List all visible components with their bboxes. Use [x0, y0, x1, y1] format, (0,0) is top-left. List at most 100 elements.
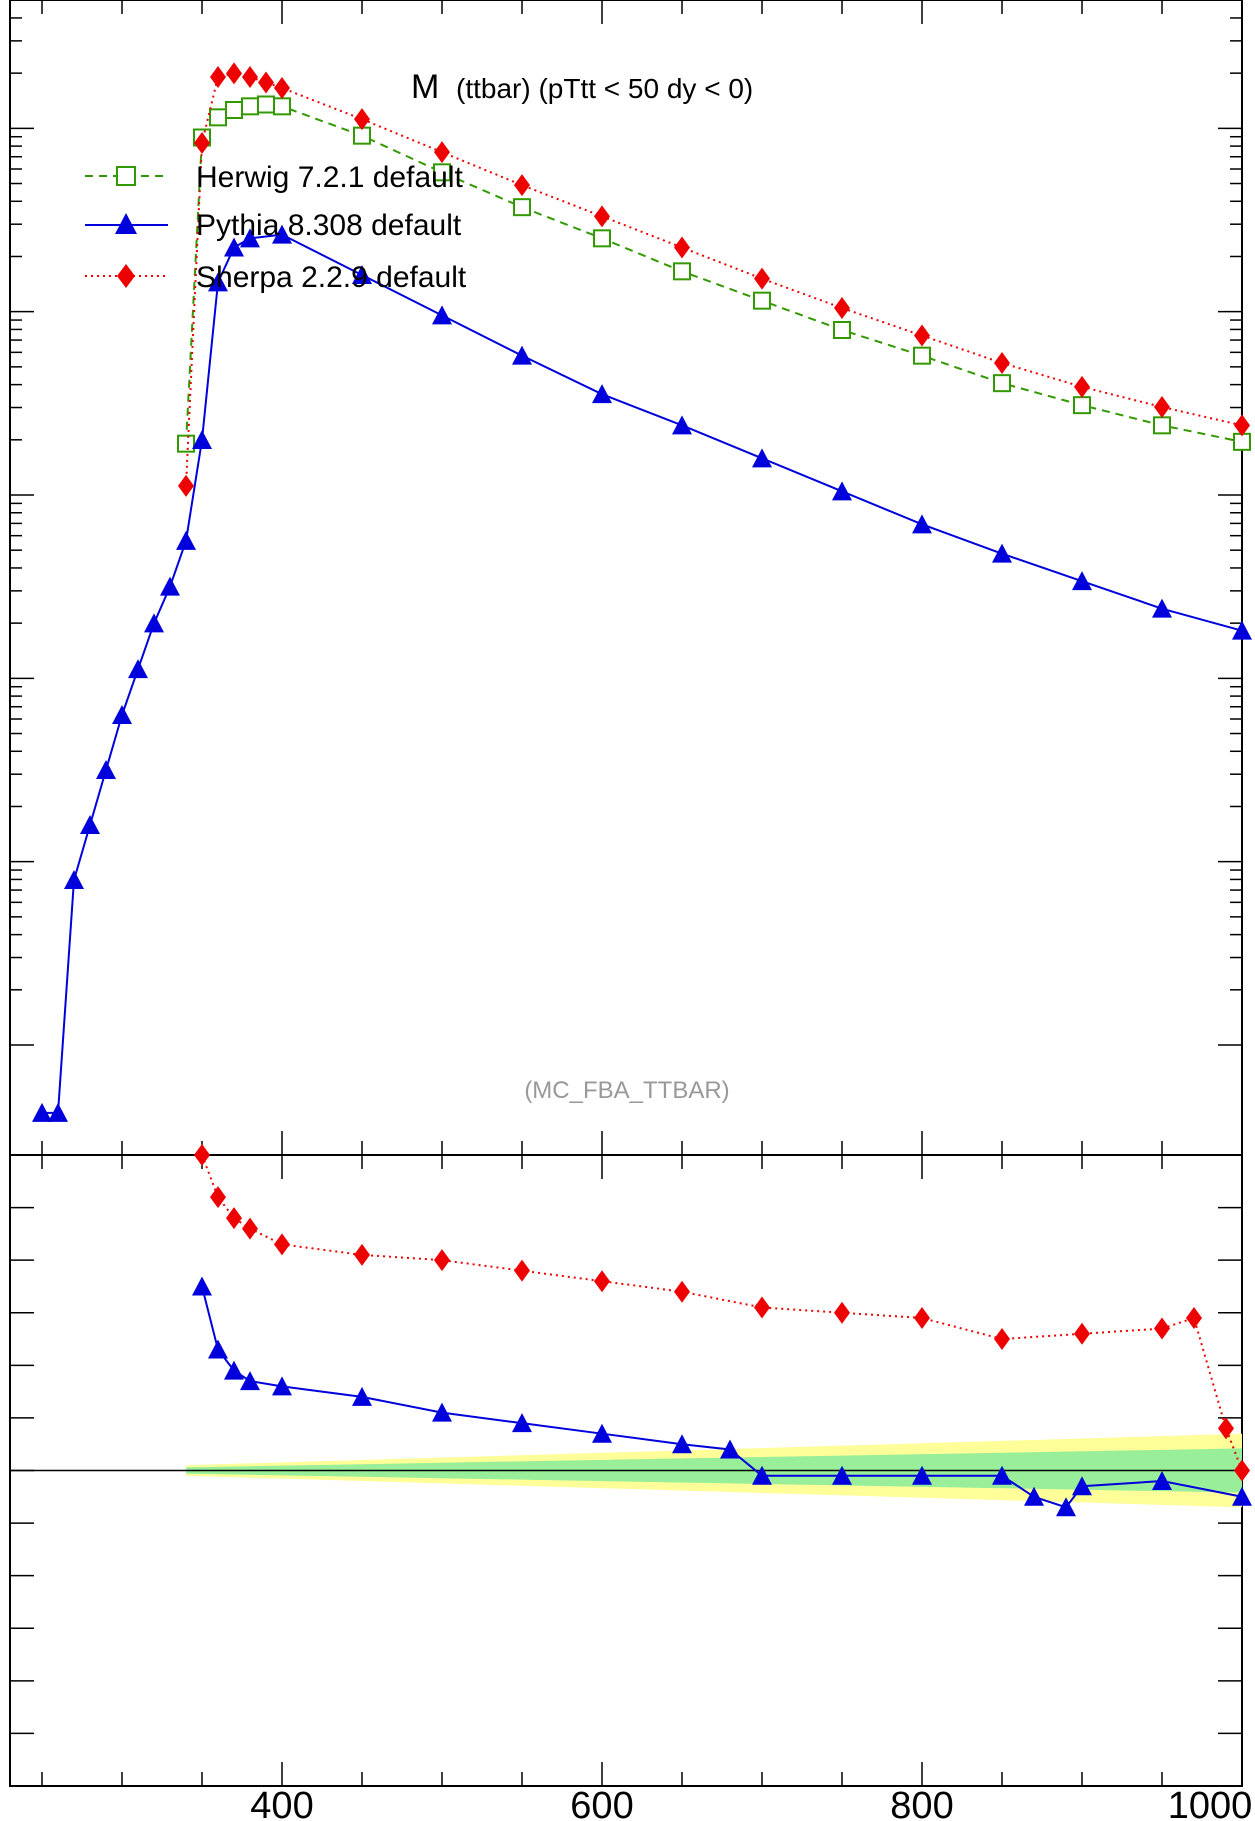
data-point: [177, 434, 195, 453]
ratio-point: [1152, 1471, 1172, 1491]
data-point: [209, 108, 227, 127]
data-point: [112, 705, 132, 724]
ratio-point: [912, 1465, 932, 1485]
data-point: [512, 345, 532, 365]
data-point: [1153, 416, 1171, 435]
ratio-axis-ticks: [10, 1154, 1243, 1787]
x-tick-label: 400: [250, 1785, 313, 1821]
main-frame: [9, 0, 1243, 1156]
data-point: [226, 62, 242, 85]
data-point: [210, 66, 226, 88]
ratio-point: [992, 1465, 1012, 1485]
legend-marker-sherpa: [117, 264, 135, 288]
x-tick-label: 600: [570, 1785, 633, 1821]
ratio-point: [224, 1360, 244, 1380]
data-point: [176, 530, 196, 550]
legend-label-sherpa: Sherpa 2.2.9 default: [196, 261, 467, 294]
ratio-point: [352, 1386, 372, 1406]
ratio-point: [210, 1186, 226, 1209]
ratio-series-layer: [192, 1144, 1252, 1517]
data-point: [257, 95, 275, 114]
data-point: [1152, 598, 1172, 618]
data-point: [433, 163, 451, 182]
data-point: [1154, 396, 1170, 418]
data-point: [258, 71, 274, 94]
legend-label-pythia: Pythia 8.308 default: [196, 209, 462, 242]
series-line-pythia: [42, 233, 1243, 1114]
ratio-point: [672, 1434, 692, 1454]
data-point: [513, 198, 531, 217]
data-point: [1232, 620, 1252, 640]
data-point: [128, 659, 148, 679]
ratio-point: [512, 1413, 532, 1433]
data-point: [160, 576, 180, 596]
data-point: [64, 870, 84, 889]
ratio-point: [754, 1296, 770, 1319]
ratio-point: [208, 1339, 228, 1359]
data-point: [208, 272, 228, 292]
chart-title: M: [411, 68, 439, 106]
ratio-point: [594, 1270, 610, 1293]
ratio-point: [834, 1301, 850, 1324]
ratio-point: [1186, 1307, 1202, 1330]
ratio-point: [1074, 1322, 1090, 1345]
ratio-point: [1154, 1317, 1170, 1340]
data-point: [993, 374, 1011, 393]
data-point: [752, 448, 772, 468]
legend-entry-sherpa: Sherpa 2.2.9 default: [85, 261, 467, 294]
x-tick-label: 1000: [1168, 1785, 1253, 1821]
ratio-point: [514, 1259, 530, 1282]
data-point: [352, 265, 372, 284]
main-panel: M (ttbar) (pTtt < 50 dy < 0) (MC_FBA_TTB…: [9, 0, 1252, 1156]
data-point: [242, 66, 258, 88]
legend-entry-herwig: Herwig 7.2.1 default: [85, 161, 463, 194]
data-point: [832, 481, 852, 501]
data-point: [241, 97, 259, 116]
data-point: [32, 1102, 52, 1122]
legend: Herwig 7.2.1 default Pythia 8.308 defaul…: [85, 161, 467, 294]
data-point: [144, 613, 164, 633]
ratio-point: [272, 1376, 292, 1396]
data-point: [992, 543, 1012, 563]
ratio-point: [240, 1371, 260, 1391]
data-point: [1073, 396, 1091, 415]
ratio-point: [432, 1402, 452, 1422]
ratio-point: [194, 1144, 210, 1166]
legend-marker-pythia: [115, 213, 137, 234]
legend-marker-herwig: [116, 166, 136, 186]
watermark-label: (MC_FBA_TTBAR): [524, 1077, 729, 1104]
data-point: [593, 229, 611, 248]
ratio-point: [1056, 1497, 1076, 1517]
data-point: [48, 1102, 68, 1122]
data-point: [834, 297, 850, 319]
data-point: [1234, 414, 1250, 437]
data-point: [272, 224, 292, 244]
data-point: [673, 262, 691, 281]
main-axis-ticks: [10, 0, 1243, 1155]
data-point: [514, 174, 530, 197]
data-point: [1072, 571, 1092, 591]
legend-label-herwig: Herwig 7.2.1 default: [196, 161, 463, 194]
data-point: [240, 228, 260, 248]
chart-subtitle: (ttbar) (pTtt < 50 dy < 0): [456, 73, 753, 104]
data-point: [754, 267, 770, 290]
data-point: [753, 291, 771, 310]
ratio-point: [720, 1439, 740, 1459]
data-point: [994, 352, 1010, 374]
ratio-point: [832, 1465, 852, 1485]
data-point: [674, 236, 690, 259]
data-point: [274, 77, 290, 99]
legend-entry-pythia: Pythia 8.308 default: [85, 209, 462, 242]
ratio-point: [914, 1307, 930, 1330]
data-point: [96, 760, 116, 779]
x-tick-labels: 400 600 800 1000: [250, 1785, 1252, 1821]
data-point: [594, 205, 610, 228]
data-point: [592, 384, 612, 404]
ratio-point: [1232, 1486, 1252, 1506]
data-point: [80, 815, 100, 834]
data-point: [225, 101, 243, 119]
data-point: [178, 474, 194, 497]
ratio-point: [994, 1328, 1010, 1351]
data-point: [224, 237, 244, 257]
data-point: [914, 324, 930, 347]
